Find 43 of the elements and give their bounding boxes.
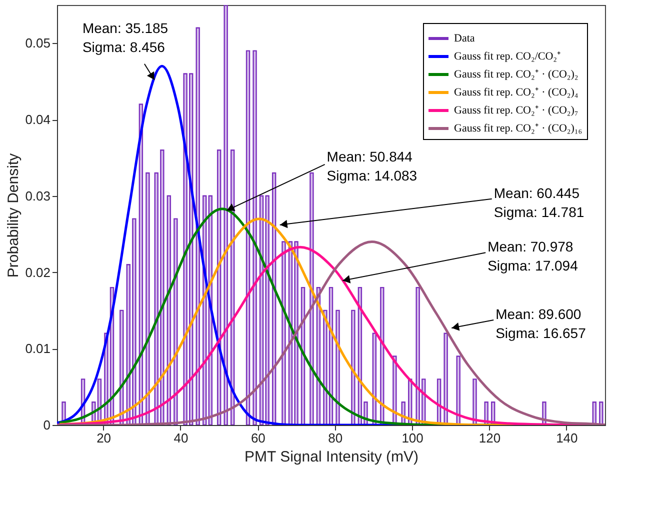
bar (132, 218, 136, 425)
legend-label: Gauss fit rep. CO₂⁺ · (CO₂)₄ (454, 86, 578, 98)
bar (351, 310, 356, 425)
bar (599, 401, 604, 425)
x-tick-label: 60 (250, 430, 266, 446)
y-tick-label: 0.05 (25, 36, 50, 51)
x-tick-label: 20 (96, 430, 112, 446)
y-tick-label: 0 (43, 418, 50, 432)
legend-label: Gauss fit rep. CO₂/CO₂⁺ (454, 50, 561, 62)
bar (416, 286, 420, 425)
x-tick-label: 140 (556, 430, 578, 446)
legend-label: Gauss fit rep. CO₂⁺ · (CO₂)₁₆ (454, 122, 582, 134)
annotation: Mean: 89.600 Sigma: 16.657 (496, 306, 586, 342)
bar (444, 332, 448, 425)
x-tick-label: 100 (402, 430, 424, 446)
x-axis-title: PMT Signal Intensity (mV) (244, 448, 418, 466)
bar (224, 5, 228, 425)
annotation: Mean: 70.978 Sigma: 17.094 (488, 238, 578, 274)
bar (174, 218, 178, 425)
bar (146, 172, 150, 425)
bar (160, 149, 164, 425)
x-tick-label: 120 (478, 430, 501, 446)
x-tick-label: 80 (328, 430, 343, 446)
y-tick-label: 0.02 (25, 264, 50, 280)
annotation: Mean: 50.844 Sigma: 14.083 (326, 148, 418, 184)
legend-label: Data (454, 32, 475, 44)
bar (336, 310, 340, 425)
annotation: Mean: 60.445 Sigma: 14.781 (494, 184, 584, 220)
x-tick-label: 40 (174, 430, 188, 446)
bar (310, 172, 314, 425)
y-tick-label: 0.03 (25, 188, 50, 204)
bar (472, 378, 477, 425)
y-tick-label: 0.01 (25, 341, 50, 356)
bar (282, 241, 286, 425)
y-axis-title: Probability Density (5, 152, 22, 278)
bar (294, 241, 298, 425)
annotation: Mean: 35.185 Sigma: 8.456 (82, 20, 168, 55)
legend-label: Gauss fit rep. CO₂⁺ · (CO₂)₂ (454, 68, 578, 80)
bar (323, 310, 328, 425)
legend-label: Gauss fit rep. CO₂⁺ · (CO₂)₇ (454, 104, 578, 116)
bar (252, 50, 257, 425)
bar (246, 50, 250, 425)
y-tick-label: 0.04 (25, 112, 50, 128)
